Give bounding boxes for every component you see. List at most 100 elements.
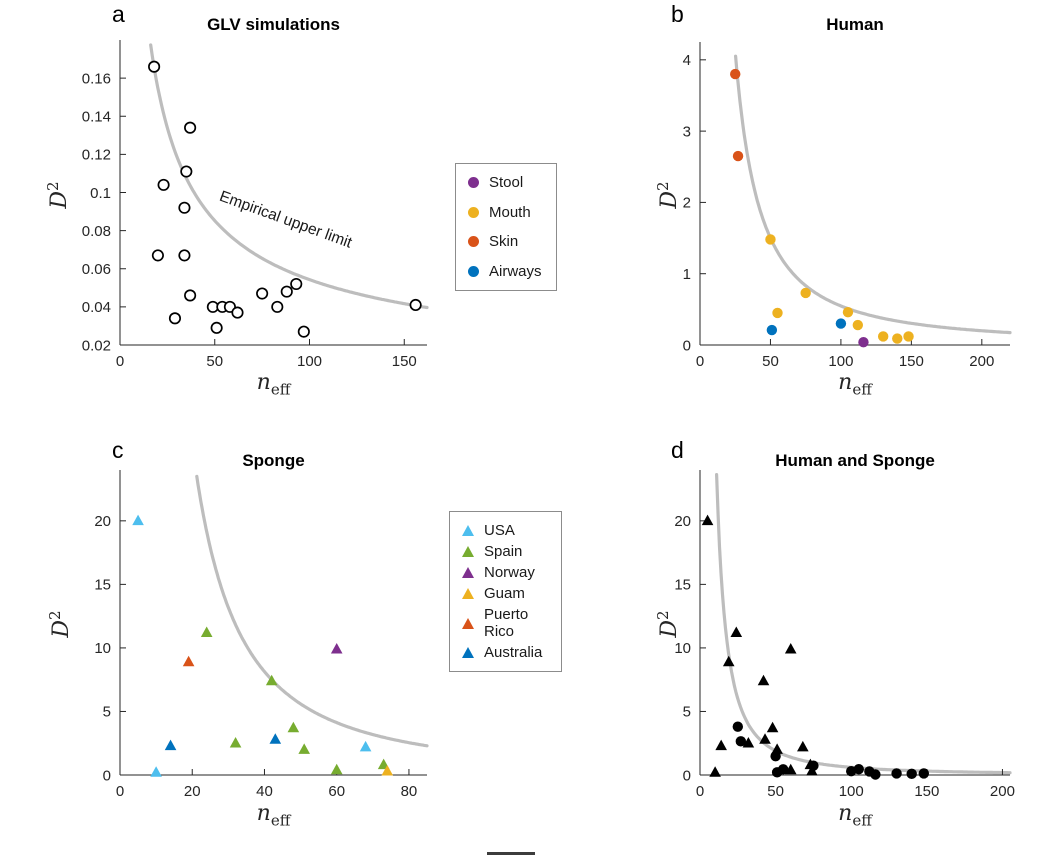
svg-text:2: 2 (683, 195, 691, 212)
legend-label-skin: Skin (489, 233, 519, 251)
legend-item-mouth: Mouth (468, 204, 544, 221)
svg-text:20: 20 (184, 783, 201, 800)
panel-d-x-axis-label: neff (700, 801, 1010, 829)
panel-c-letter: c (112, 437, 124, 463)
svg-text:0.02: 0.02 (82, 337, 111, 354)
y-label-sup: 2 (43, 181, 62, 191)
y-label-sup: 2 (653, 181, 672, 191)
panel-a-x-axis-label: neff (120, 370, 427, 398)
legend-label-stool: Stool (489, 174, 524, 191)
legend-human: Stool Mouth Skin Airways (455, 163, 557, 291)
y-label-sup: 2 (45, 610, 64, 620)
panel-c-x-axis-label: neff (120, 801, 427, 829)
panel-c-title: Sponge (242, 451, 305, 470)
y-label-base: D (657, 619, 683, 638)
svg-text:0.04: 0.04 (82, 299, 111, 316)
legend-label-mouth: Mouth (489, 203, 531, 221)
y-label-base: D (657, 190, 683, 209)
svg-text:0: 0 (683, 337, 691, 354)
y-label-base: D (47, 190, 73, 209)
norway-marker-icon (462, 567, 474, 578)
legend-item-airways: Airways (468, 263, 544, 280)
panel-d-title: Human and Sponge (775, 451, 935, 470)
svg-text:200: 200 (990, 783, 1015, 800)
svg-text:0: 0 (116, 783, 124, 800)
svg-text:15: 15 (94, 577, 111, 594)
australia-marker-icon (462, 647, 474, 658)
x-label-sub: eff (852, 380, 872, 399)
x-label-sub: eff (270, 380, 291, 399)
panel-b: 0 50 100 150 200 0 1 2 3 4 b Human neff D2 (527, 0, 1054, 427)
svg-text:5: 5 (103, 704, 111, 721)
y-label-base: D (49, 619, 75, 638)
skin-marker-icon (468, 236, 479, 248)
panel-c: 0 20 40 60 80 0 5 10 15 20 c Sponge neff D2 (0, 427, 527, 855)
svg-text:150: 150 (914, 783, 939, 800)
legend-item-usa: USA (462, 522, 549, 539)
svg-text:5: 5 (683, 704, 691, 721)
svg-text:4: 4 (683, 52, 691, 69)
legend-item-australia: Australia (462, 644, 549, 661)
legend-label-puerto-rico: Puerto Rico (484, 606, 529, 640)
svg-text:20: 20 (674, 513, 691, 530)
plot-d-canvas: 0 50 100 150 200 0 5 10 15 20 (674, 470, 1015, 800)
svg-text:100: 100 (828, 353, 853, 370)
panel-d: 0 50 100 150 200 0 5 10 15 20 d Human and Sponge … (527, 427, 1054, 855)
svg-text:3: 3 (683, 123, 691, 140)
svg-text:0.16: 0.16 (82, 70, 111, 87)
y-label-sup: 2 (653, 610, 672, 620)
x-label-sub: eff (852, 811, 872, 830)
legend-label-australia: Australia (484, 644, 543, 661)
svg-text:150: 150 (392, 353, 417, 370)
legend-sponge: USA Spain Norway Guam Puerto Rico Austra… (449, 511, 562, 672)
legend-item-norway: Norway (462, 564, 549, 581)
usa-marker-icon (462, 525, 474, 536)
legend-item-stool: Stool (468, 174, 544, 191)
legend-item-guam: Guam (462, 585, 549, 602)
legend-item-spain: Spain (462, 543, 549, 560)
panel-d-letter: d (671, 437, 684, 463)
mouth-marker-icon (468, 206, 479, 218)
plot-c-canvas: 0 20 40 60 80 0 5 10 15 20 (94, 470, 429, 800)
panel-d-y-axis-label: D2 (654, 610, 682, 637)
svg-text:60: 60 (328, 783, 345, 800)
svg-text:50: 50 (767, 783, 784, 800)
svg-text:0: 0 (116, 353, 124, 370)
panel-b-letter: b (671, 1, 684, 27)
panel-b-title: Human (826, 15, 884, 34)
legend-label-spain: Spain (484, 543, 523, 560)
legend-label-norway: Norway (484, 564, 535, 581)
legend-item-skin: Skin (468, 233, 544, 250)
svg-text:80: 80 (401, 783, 418, 800)
legend-label-guam: Guam (484, 585, 525, 602)
svg-text:1: 1 (683, 266, 691, 283)
x-label-base: n (256, 801, 271, 826)
plot-b-canvas: 0 50 100 150 200 0 1 2 3 4 (683, 42, 1012, 370)
x-label-base: n (256, 370, 271, 395)
airways-marker-icon (468, 265, 479, 277)
stool-marker-icon (468, 177, 479, 188)
svg-text:40: 40 (256, 783, 273, 800)
svg-text:10: 10 (94, 640, 111, 657)
svg-text:0.06: 0.06 (82, 261, 111, 278)
svg-text:0.14: 0.14 (82, 109, 111, 126)
panel-a-title: GLV simulations (207, 15, 340, 34)
svg-text:100: 100 (839, 783, 864, 800)
panel-a-letter: a (112, 1, 125, 27)
spain-marker-icon (462, 546, 474, 557)
svg-text:20: 20 (94, 513, 111, 530)
panel-a-y-axis-label: D2 (44, 181, 72, 208)
panel-b-y-axis-label: D2 (654, 181, 682, 208)
x-label-sub: eff (270, 811, 291, 830)
svg-text:0.08: 0.08 (82, 223, 111, 240)
panel-a: 0 50 100 150 0.02 0.04 0.06 0.08 0.1 0.12 0.14 0.16… (0, 0, 527, 427)
svg-text:0.12: 0.12 (82, 147, 111, 164)
svg-text:50: 50 (206, 353, 223, 370)
guam-marker-icon (462, 588, 474, 599)
legend-label-airways: Airways (489, 262, 542, 280)
cropped-content-artifact (487, 852, 535, 855)
svg-text:100: 100 (297, 353, 322, 370)
svg-text:0: 0 (696, 783, 704, 800)
puerto-rico-marker-icon (462, 617, 474, 629)
